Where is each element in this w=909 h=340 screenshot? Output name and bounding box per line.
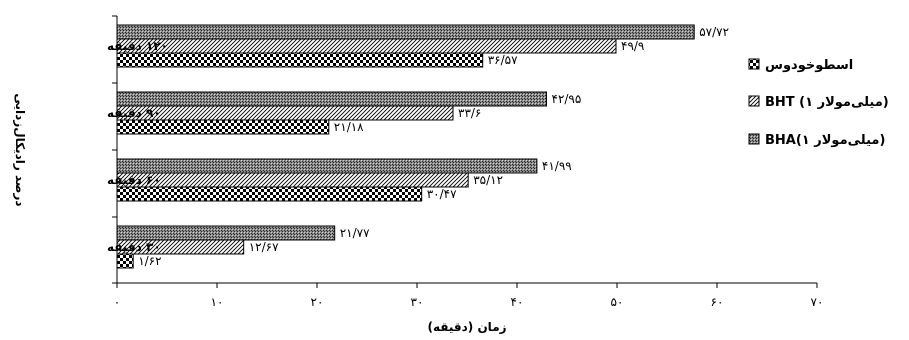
data-label: ۳۵/۱۲ bbox=[473, 173, 503, 187]
bar bbox=[116, 38, 617, 54]
bar bbox=[116, 119, 330, 135]
legend: اسطوخودوس BHT (۱ میلی‌مولار) BHA(۱ میلی‌مو… bbox=[748, 58, 889, 148]
data-label: ۱/۶۲ bbox=[138, 254, 161, 268]
x-axis-title: زمان (دقیقه) bbox=[427, 320, 506, 334]
data-label: ۳۶/۵۷ bbox=[488, 53, 518, 67]
bar bbox=[116, 24, 695, 40]
legend-label: BHA(۱ میلی‌مولار) bbox=[765, 133, 885, 148]
data-label: ۴۹/۹ bbox=[621, 39, 644, 53]
data-labels: ۲۱/۷۷ ۱۲/۶۷ ۱/۶۲ ۴۱/۹۹ ۳۵/۱۲ ۳۰/۴۷ ۴۲/۹۵ ۳۳/۶ ۲۱… bbox=[138, 25, 729, 268]
category-label: ۶۰ دقیقه bbox=[107, 173, 161, 187]
category-label: ۱۲۰ دقیقه bbox=[107, 39, 168, 53]
legend-swatch bbox=[748, 133, 760, 145]
x-tick-label: ۷۰ bbox=[811, 295, 824, 309]
bar bbox=[116, 239, 245, 255]
bar bbox=[116, 253, 134, 269]
bar bbox=[116, 105, 454, 121]
x-tick-label: ۳۰ bbox=[411, 295, 424, 309]
data-label: ۳۳/۶ bbox=[458, 106, 481, 120]
x-tick-label: ۰ bbox=[114, 295, 120, 309]
x-tick-label: ۶۰ bbox=[711, 295, 724, 309]
x-tick-label: ۴۰ bbox=[511, 295, 524, 309]
data-label: ۵۷/۷۲ bbox=[699, 25, 729, 39]
category-label: ۹۰ دقیقه bbox=[107, 106, 161, 120]
legend-swatch bbox=[748, 58, 760, 70]
x-tick-label: ۱۰ bbox=[211, 295, 224, 309]
x-tick-label: ۲۰ bbox=[311, 295, 324, 309]
bar bbox=[116, 52, 484, 68]
category-labels: ۳۰ دقیقه ۶۰ دقیقه ۹۰ دقیقه ۱۲۰ دقیقه bbox=[107, 39, 168, 254]
bar bbox=[116, 225, 336, 241]
bar bbox=[116, 91, 547, 107]
bar bbox=[116, 158, 538, 174]
data-label: ۲۱/۱۸ bbox=[334, 120, 364, 134]
legend-label: اسطوخودوس bbox=[765, 58, 853, 73]
bar bbox=[116, 186, 423, 202]
y-axis-title: درصد رادیکال‌زدایی bbox=[13, 93, 27, 206]
data-label: ۱۲/۶۷ bbox=[249, 240, 279, 254]
data-label: ۳۰/۴۷ bbox=[427, 187, 457, 201]
bar bbox=[116, 172, 469, 188]
legend-swatch bbox=[748, 95, 760, 107]
bars bbox=[116, 24, 695, 269]
category-label: ۳۰ دقیقه bbox=[107, 240, 161, 254]
data-label: ۴۲/۹۵ bbox=[552, 92, 582, 106]
x-tick-label: ۵۰ bbox=[611, 295, 624, 309]
legend-label: BHT (۱ میلی‌مولار) bbox=[765, 95, 889, 110]
data-label: ۴۱/۹۹ bbox=[542, 159, 572, 173]
y-ticks bbox=[112, 15, 117, 284]
data-label: ۲۱/۷۷ bbox=[340, 226, 370, 240]
x-ticks: ۰ ۱۰ ۲۰ ۳۰ ۴۰ ۵۰ ۶۰ ۷۰ bbox=[114, 283, 824, 309]
